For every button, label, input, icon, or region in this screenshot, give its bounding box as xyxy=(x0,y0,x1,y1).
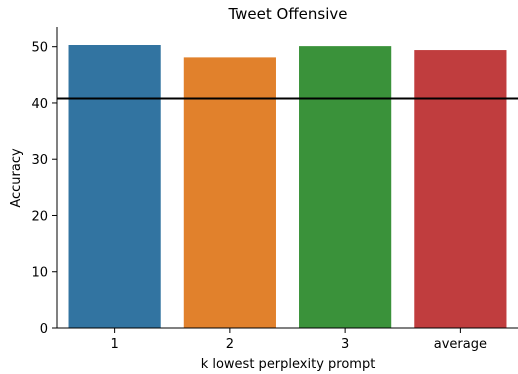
y-tick-label: 50 xyxy=(31,41,48,56)
y-axis-title: Accuracy xyxy=(9,148,24,208)
bars-group xyxy=(68,45,507,329)
x-tick-label: average xyxy=(434,337,487,352)
x-axis: 1 2 3 average xyxy=(110,328,487,352)
y-tick-label: 40 xyxy=(31,97,48,112)
x-tick-label: 1 xyxy=(110,337,118,352)
x-tick-label: 3 xyxy=(341,337,349,352)
x-tick-label: 2 xyxy=(226,337,234,352)
y-axis: 0 10 20 30 40 50 xyxy=(31,41,57,337)
y-tick-label: 30 xyxy=(31,153,48,168)
y-tick-label: 10 xyxy=(31,266,48,281)
chart-title: Tweet Offensive xyxy=(227,5,347,23)
y-tick-label: 20 xyxy=(31,209,48,224)
y-tick-label: 0 xyxy=(40,322,48,337)
bar-3 xyxy=(299,46,392,329)
bar-1 xyxy=(68,45,161,329)
x-axis-title: k lowest perplexity prompt xyxy=(201,357,376,372)
bar-2 xyxy=(183,57,276,328)
bar-average xyxy=(414,50,507,328)
